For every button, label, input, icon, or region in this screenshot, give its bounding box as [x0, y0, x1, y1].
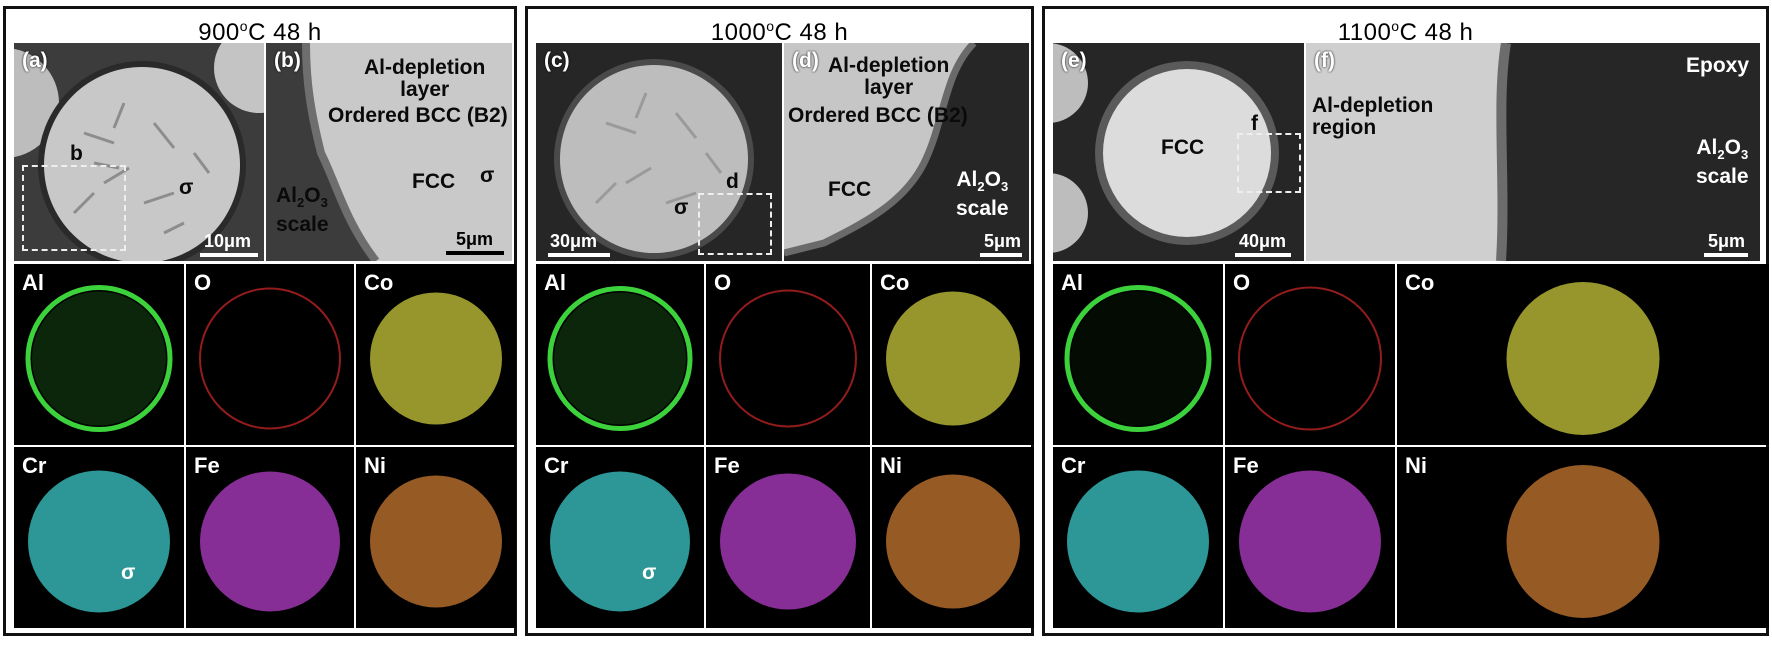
element-label: Fe: [714, 453, 740, 478]
scale-label: 5μm: [456, 229, 494, 249]
box-label: f: [1251, 112, 1258, 135]
b2-label: Ordered BCC (B2): [328, 104, 508, 127]
particle-image: [14, 43, 264, 261]
box-label: b: [70, 142, 83, 165]
element-label: O: [1233, 270, 1251, 295]
al-depletion-label: Al-depletion layer: [828, 54, 950, 99]
element-map-o: O: [706, 264, 870, 445]
al2o3-label: Al2O3 scale: [276, 184, 329, 237]
panel-label: (f): [1314, 49, 1335, 72]
panel-label: (e): [1061, 49, 1087, 72]
element-label: O: [194, 270, 212, 295]
element-label: Ni: [880, 453, 902, 478]
scale-bar: [446, 251, 504, 255]
element-map-cr: Cr: [1053, 447, 1223, 628]
scale-bar: [1704, 253, 1748, 257]
sem-panel-b: (b) Al-depletion layer Ordered BCC (B2) …: [266, 43, 512, 261]
element-label: Cr: [544, 453, 569, 478]
element-label: Cr: [1061, 453, 1086, 478]
element-map-al: Al: [536, 264, 704, 445]
element-label: Ni: [1405, 453, 1427, 478]
element-map-co: Co: [1397, 264, 1769, 445]
element-label: Fe: [194, 453, 220, 478]
al-depletion-label: Al-depletion layer: [364, 56, 486, 101]
epoxy-label: Epoxy: [1686, 54, 1750, 77]
al-depletion-label: Al-depletion region: [1312, 94, 1434, 139]
scale-label: 10μm: [204, 231, 252, 251]
sigma-label: σ: [179, 176, 194, 199]
zoom-box: [22, 165, 126, 251]
scale-label: 40μm: [1239, 231, 1287, 251]
figure-group-1000: 1000oC 48 h (c) d σ 30μm (d) Al-depletio…: [525, 6, 1034, 636]
element-map-al: Al: [1053, 264, 1223, 445]
box-label: d: [726, 170, 739, 193]
element-label: Co: [880, 270, 910, 295]
element-label: Al: [544, 270, 566, 295]
figure-group-900: 900oC 48 h (a) b σ 10μm (b) Al-depletion…: [3, 6, 517, 636]
scale-bar: [1235, 253, 1291, 257]
element-label: Co: [1405, 270, 1435, 295]
element-label: Al: [22, 270, 44, 295]
sem-panel-a: (a) b σ 10μm: [14, 43, 264, 261]
element-map-co: Co: [356, 264, 516, 445]
sem-panel-f: (f) Epoxy Al-depletion region Al2O3 scale…: [1306, 43, 1760, 261]
element-label: Ni: [364, 453, 386, 478]
panel-label: (d): [792, 49, 819, 72]
figure-group-1100: 1100oC 48 h (e) FCC f 40μm (f) Epoxy Al-…: [1042, 6, 1769, 636]
particle-image: [1053, 43, 1279, 253]
fcc-label: FCC: [1161, 136, 1205, 159]
element-label: Cr: [22, 453, 47, 478]
element-map-co: Co: [872, 264, 1034, 445]
b2-label: Ordered BCC (B2): [788, 104, 968, 127]
particle-image: [554, 59, 754, 259]
group-title: 1100oC 48 h: [1337, 18, 1474, 46]
group-title: 1000oC 48 h: [710, 18, 849, 46]
zoom-image: [1306, 43, 1511, 261]
sigma-label: σ: [480, 164, 495, 187]
panel-label: (a): [22, 49, 48, 72]
sigma-label: σ: [121, 560, 136, 584]
element-map-ni: Ni: [356, 447, 516, 628]
element-map-fe: Fe: [1225, 447, 1395, 628]
scale-bar: [980, 253, 1022, 257]
element-map-ni: Ni: [872, 447, 1034, 628]
element-label: Fe: [1233, 453, 1259, 478]
sem-panel-d: (d) Al-depletion layer Ordered BCC (B2) …: [784, 43, 1029, 261]
element-label: Al: [1061, 270, 1083, 295]
element-label: Co: [364, 270, 394, 295]
sigma-label: σ: [674, 196, 689, 219]
element-map-fe: Fe: [186, 447, 354, 628]
scale-label: 5μm: [984, 231, 1022, 251]
fcc-label: FCC: [828, 178, 872, 201]
element-map-cr: Cr σ: [536, 447, 704, 628]
zoom-image: [302, 43, 512, 261]
scale-label: 30μm: [550, 231, 598, 251]
element-map-al: Al: [14, 264, 184, 445]
scale-label: 5μm: [1708, 231, 1746, 251]
panel-label: (c): [544, 49, 570, 72]
zoom-box: [698, 193, 772, 255]
group-title: 900oC 48 h: [198, 18, 322, 46]
element-map-o: O: [1225, 264, 1395, 445]
element-map-fe: Fe: [706, 447, 870, 628]
zoom-box: [1237, 133, 1301, 193]
element-map-cr: Cr σ: [14, 447, 184, 628]
sem-panel-e: (e) FCC f 40μm: [1053, 43, 1304, 261]
sem-panel-c: (c) d σ 30μm: [536, 43, 782, 261]
fcc-label: FCC: [412, 170, 456, 193]
panel-label: (b): [274, 49, 301, 72]
sigma-label: σ: [642, 560, 657, 584]
element-map-o: O: [186, 264, 354, 445]
al2o3-label: Al2O3 scale: [1696, 136, 1749, 189]
scale-bar: [548, 253, 610, 257]
scale-bar: [200, 253, 258, 257]
al2o3-label: Al2O3 scale: [956, 168, 1009, 221]
element-map-ni: Ni: [1397, 447, 1769, 628]
zoom-image: [784, 43, 977, 257]
element-label: O: [714, 270, 732, 295]
